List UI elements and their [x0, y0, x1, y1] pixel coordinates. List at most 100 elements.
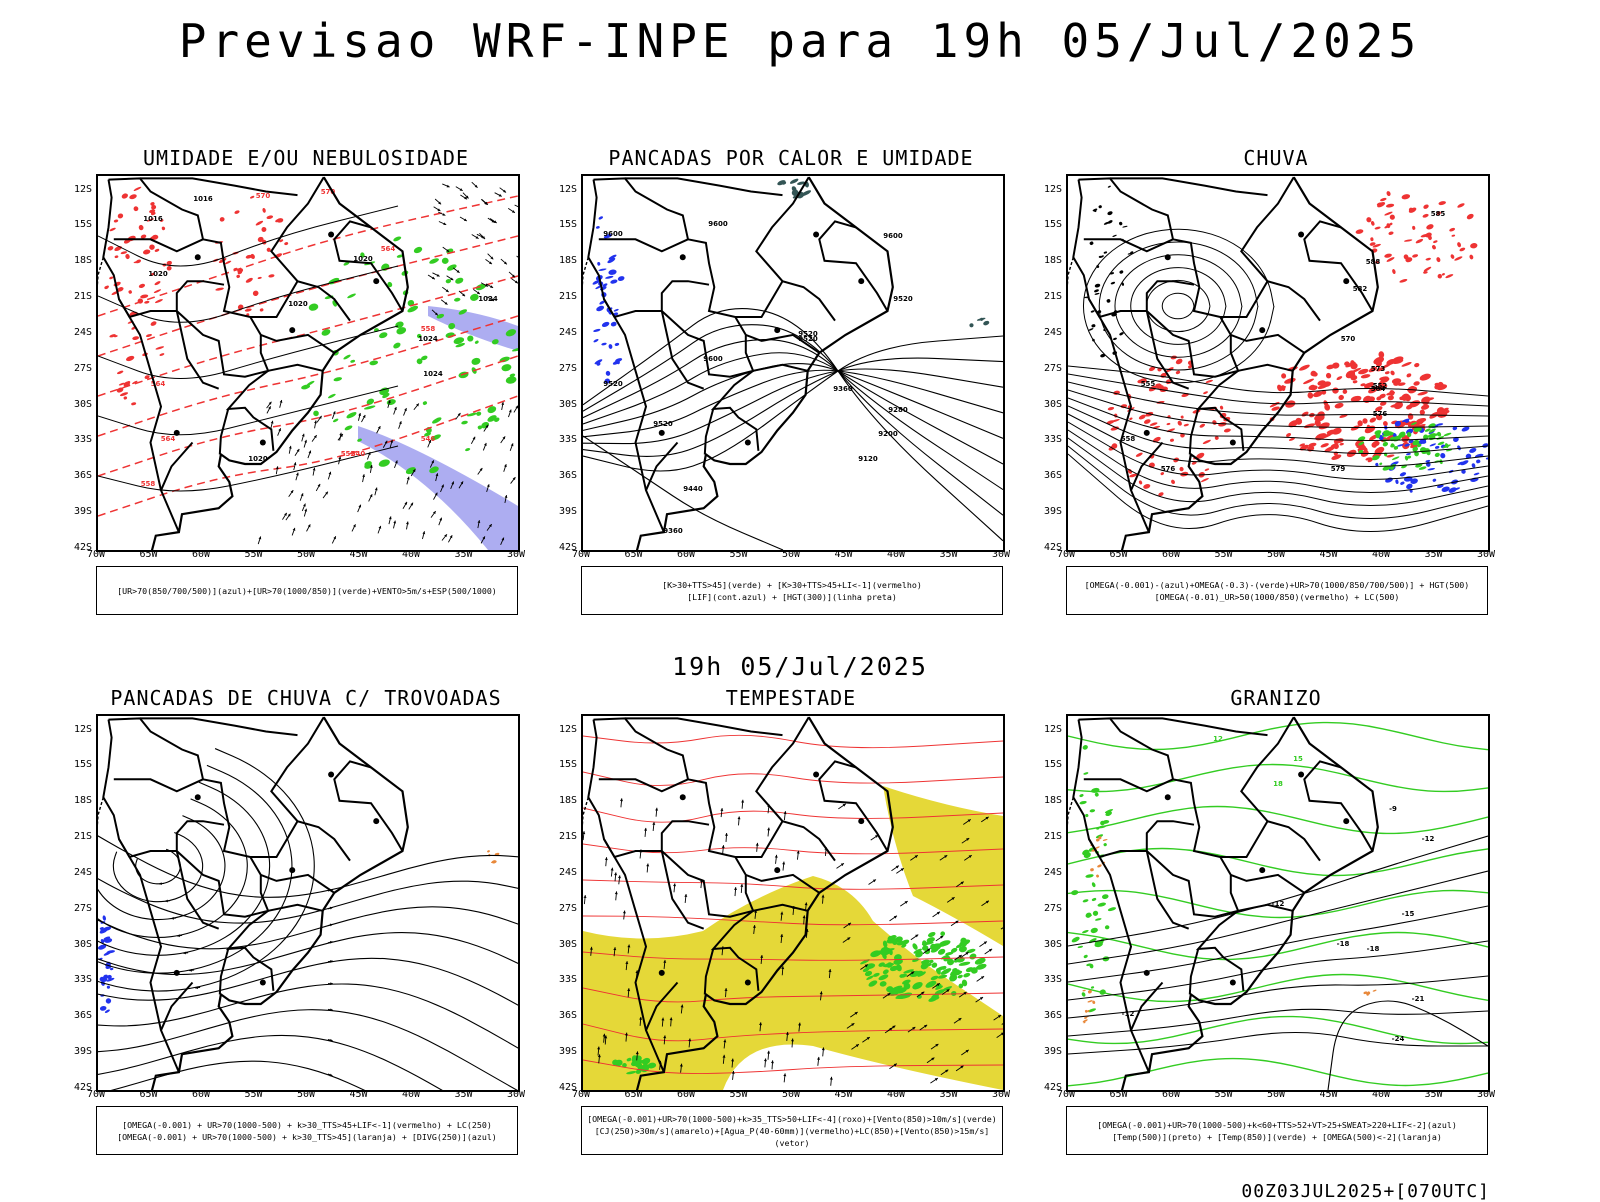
- lat-tick-label: 39S: [1032, 506, 1062, 517]
- main-title: Previsao WRF-INPE para 19h 05/Jul/2025: [0, 14, 1600, 68]
- lat-tick-label: 36S: [547, 1010, 577, 1021]
- contour-label: -21: [1412, 995, 1425, 1003]
- lon-tick-label: 55W: [234, 1089, 274, 1100]
- lat-tick-label: 12S: [62, 184, 92, 195]
- contour-label: 18: [1273, 780, 1283, 788]
- lon-tick-label: 55W: [1204, 549, 1244, 560]
- lat-tick-label: 39S: [547, 1046, 577, 1057]
- lon-tick-label: 70W: [1046, 549, 1086, 560]
- lat-tick-label: 30S: [62, 399, 92, 410]
- contour-label: 1016: [193, 195, 213, 203]
- caption-line: [K>30+TTS>45](verde) + [K>30+TTS>45+LI<-…: [582, 579, 1002, 591]
- lon-tick-label: 35W: [1414, 549, 1454, 560]
- lat-tick-label: 24S: [547, 867, 577, 878]
- legend-caption: [OMEGA(-0.001)-(azul)+OMEGA(-0.3)-(verde…: [1066, 566, 1488, 615]
- lat-tick-label: 27S: [62, 363, 92, 374]
- lon-tick-label: 30W: [981, 1089, 1021, 1100]
- contour-label: 12: [1213, 735, 1223, 743]
- contour-label: 9600: [603, 230, 623, 238]
- lon-tick-label: 60W: [1151, 1089, 1191, 1100]
- lon-tick-label: 40W: [391, 549, 431, 560]
- lat-tick-label: 36S: [62, 470, 92, 481]
- lat-tick-label: 18S: [1032, 795, 1062, 806]
- contour-label: -24: [1392, 1035, 1405, 1043]
- contour-label: 546: [421, 435, 436, 443]
- lat-tick-label: 12S: [547, 724, 577, 735]
- lat-tick-label: 27S: [547, 363, 577, 374]
- run-label: 00Z03JUL2025+[070UTC]: [1241, 1181, 1490, 1202]
- contour-label: -12: [1422, 835, 1435, 843]
- lon-tick-label: 65W: [614, 1089, 654, 1100]
- map-figure: 9600960096009520952095209600944093609360…: [583, 176, 1003, 550]
- panel-title: PANCADAS POR CALOR E UMIDADE: [521, 146, 1061, 170]
- caption-line: [Temp(500)](preto) + [Temp(850)](verde) …: [1067, 1131, 1487, 1143]
- lon-tick-label: 35W: [929, 549, 969, 560]
- contour-label: 540: [351, 450, 366, 458]
- lon-tick-label: 30W: [496, 549, 536, 560]
- contour-label: 1024: [423, 370, 443, 378]
- lat-tick-label: 21S: [547, 291, 577, 302]
- contour-label: 9280: [888, 406, 908, 414]
- lat-tick-label: 24S: [547, 327, 577, 338]
- contour-label: 9600: [708, 220, 728, 228]
- lat-tick-label: 33S: [62, 434, 92, 445]
- lon-tick-label: 30W: [1466, 1089, 1506, 1100]
- lon-tick-label: 70W: [76, 549, 116, 560]
- lon-tick-label: 65W: [614, 549, 654, 560]
- map-area: [96, 714, 520, 1092]
- mid-title: 19h 05/Jul/2025: [0, 652, 1600, 681]
- contour-label: 9520: [603, 380, 623, 388]
- lon-tick-label: 60W: [666, 1089, 706, 1100]
- contour-label: 1020: [148, 270, 168, 278]
- lon-tick-label: 55W: [234, 549, 274, 560]
- lat-tick-label: 33S: [62, 974, 92, 985]
- lon-tick-label: 50W: [771, 1089, 811, 1100]
- lat-tick-label: 21S: [547, 831, 577, 842]
- lon-tick-label: 35W: [1414, 1089, 1454, 1100]
- lon-tick-label: 40W: [1361, 549, 1401, 560]
- lat-tick-label: 12S: [1032, 184, 1062, 195]
- caption-line: [OMEGA(-0.001) + UR>70(1000-500) + k>30_…: [97, 1131, 517, 1143]
- map-area: 1016101610201020102010241024102410201016…: [96, 174, 520, 552]
- contour-label: 1016: [143, 215, 163, 223]
- lat-tick-label: 12S: [1032, 724, 1062, 735]
- lon-tick-label: 45W: [1309, 1089, 1349, 1100]
- lat-tick-label: 36S: [1032, 1010, 1062, 1021]
- lon-tick-label: 30W: [981, 549, 1021, 560]
- contour-label: -15: [1402, 910, 1415, 918]
- lat-tick-label: 15S: [62, 759, 92, 770]
- lon-tick-label: 70W: [561, 549, 601, 560]
- lon-tick-label: 35W: [444, 549, 484, 560]
- lon-tick-label: 65W: [129, 1089, 169, 1100]
- contour-label: -9: [1389, 805, 1397, 813]
- lat-tick-label: 21S: [1032, 831, 1062, 842]
- map-figure: [98, 716, 518, 1090]
- lat-tick-label: 18S: [1032, 255, 1062, 266]
- lat-tick-label: 30S: [62, 939, 92, 950]
- lat-tick-label: 39S: [1032, 1046, 1062, 1057]
- contour-label: 558: [421, 325, 436, 333]
- panel-title: CHUVA: [1006, 146, 1546, 170]
- lon-tick-label: 40W: [391, 1089, 431, 1100]
- lat-tick-label: 39S: [62, 506, 92, 517]
- contour-label: 1024: [418, 335, 438, 343]
- lon-tick-label: 60W: [181, 549, 221, 560]
- lon-tick-label: 65W: [129, 549, 169, 560]
- lat-tick-label: 39S: [547, 506, 577, 517]
- legend-caption: [OMEGA(-0.001)+UR>70(1000-500)+k>35_TTS>…: [581, 1106, 1003, 1155]
- contour-label: 570: [256, 192, 271, 200]
- lat-tick-label: 21S: [1032, 291, 1062, 302]
- lat-tick-label: 18S: [62, 255, 92, 266]
- panel-title: TEMPESTADE: [521, 686, 1061, 710]
- lon-tick-label: 65W: [1099, 549, 1139, 560]
- caption-line: [OMEGA(-0.01)_UR>50(1000/850)(vermelho) …: [1067, 591, 1487, 603]
- lon-tick-label: 45W: [824, 1089, 864, 1100]
- lon-tick-label: 35W: [929, 1089, 969, 1100]
- lon-tick-label: 50W: [1256, 1089, 1296, 1100]
- contour-label: 585: [1431, 210, 1446, 218]
- lon-tick-label: 30W: [1466, 549, 1506, 560]
